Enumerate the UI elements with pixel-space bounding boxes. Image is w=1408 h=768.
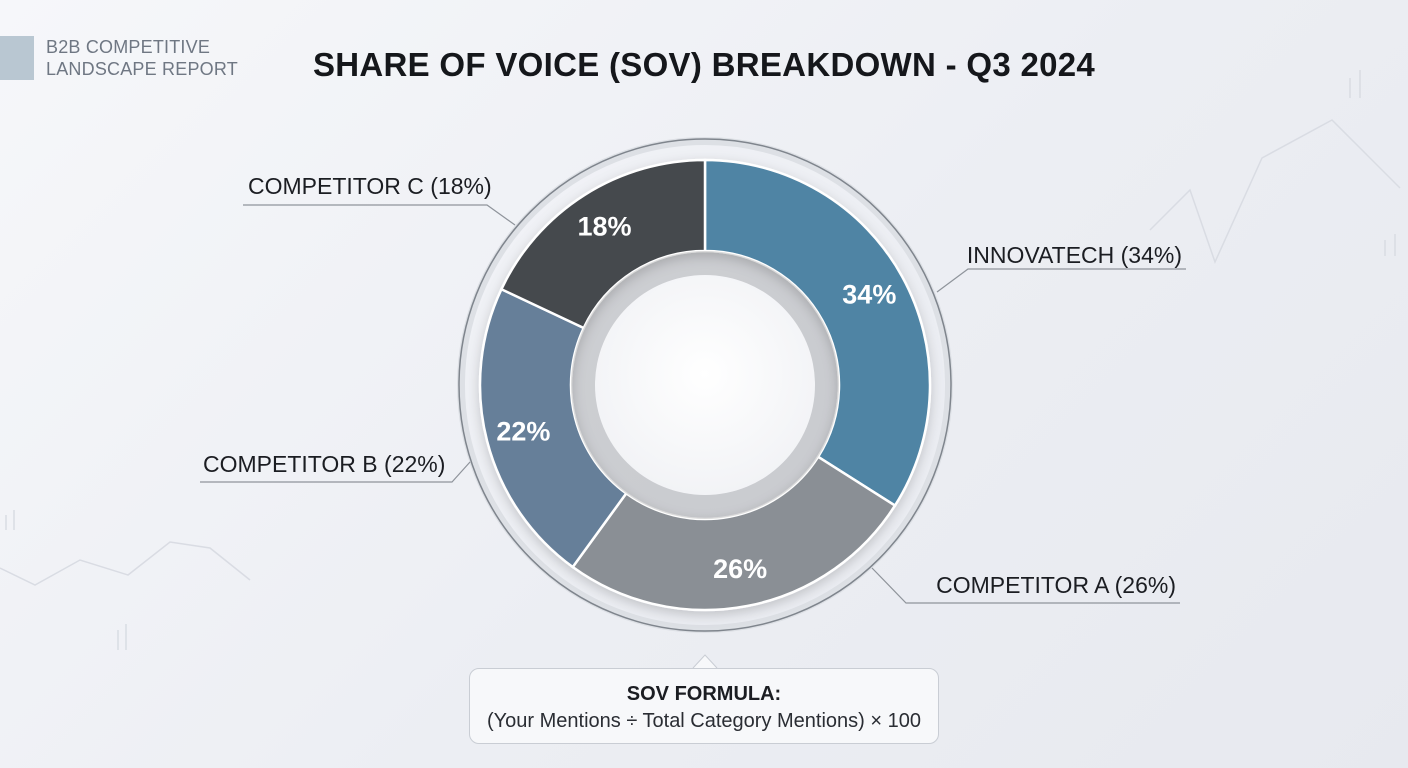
leader-line-competitor-b: [200, 461, 471, 483]
callout-competitor-c: COMPETITOR C (18%): [248, 173, 492, 199]
slice-innovatech: [703, 158, 932, 508]
chart-title: SHARE OF VOICE (SOV) BREAKDOWN - Q3 2024: [312, 46, 1096, 83]
brand-line-1: B2B COMPETITIVE: [46, 37, 211, 57]
brand-line-2: LANDSCAPE REPORT: [46, 59, 238, 79]
callout-competitor-b: COMPETITOR B (22%): [203, 451, 445, 477]
slice-competitor-b: [478, 287, 628, 569]
brand-accent-bar: [0, 36, 34, 80]
formula-text: (Your Mentions ÷ Total Category Mentions…: [487, 710, 921, 732]
formula-box: SOV FORMULA: (Your Mentions ÷ Total Cate…: [469, 668, 939, 744]
slice-competitor-c: [499, 158, 707, 330]
data-label-innovatech: 34%: [842, 280, 896, 310]
donut-hole: [595, 275, 815, 495]
leader-line-competitor-a: [871, 567, 1180, 604]
data-label-competitor-c: 18%: [578, 212, 632, 242]
brand-label: B2B COMPETITIVE LANDSCAPE REPORT: [46, 36, 238, 80]
slice-competitor-a: [571, 455, 897, 612]
background-decoration: [0, 70, 1401, 650]
outer-ring: [457, 137, 953, 633]
leader-line-innovatech: [936, 268, 1186, 293]
callout-competitor-a: COMPETITOR A (26%): [936, 572, 1176, 598]
callout-innovatech: INNOVATECH (34%): [967, 242, 1182, 268]
data-label-competitor-b: 22%: [496, 417, 550, 447]
data-label-competitor-a: 26%: [713, 554, 767, 584]
outer-ring-edge: [458, 138, 952, 632]
formula-pointer: [692, 654, 718, 669]
formula-title: SOV FORMULA:: [626, 683, 782, 705]
leader-line-competitor-c: [243, 204, 516, 226]
